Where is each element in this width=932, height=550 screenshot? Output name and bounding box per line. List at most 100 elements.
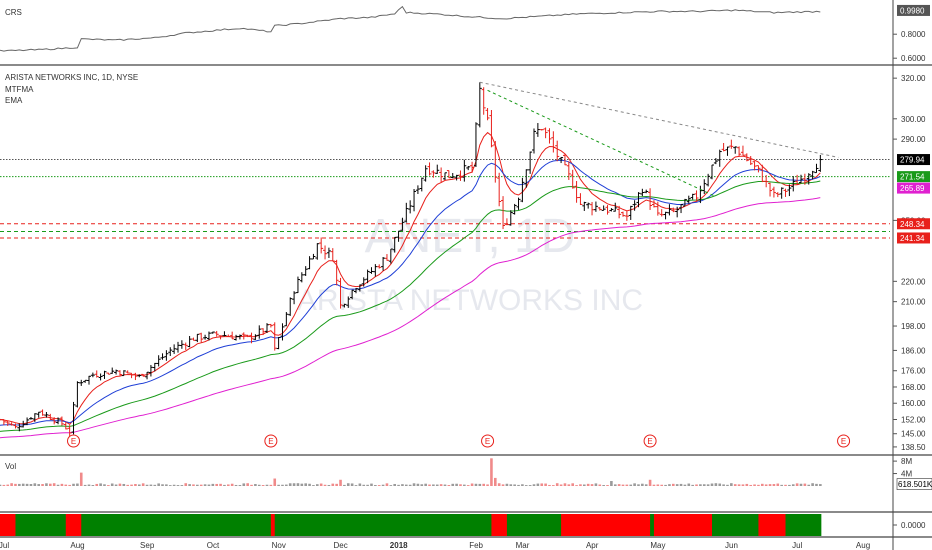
- price-bar: [802, 173, 807, 185]
- volume-bar: [536, 483, 540, 486]
- volume-bar: [571, 483, 574, 486]
- volume-bar: [521, 484, 524, 486]
- price-bar: [1, 419, 6, 426]
- volume-bar: [99, 483, 102, 486]
- price-bar: [787, 184, 792, 197]
- price-bar: [218, 335, 223, 340]
- price-bar: [268, 323, 273, 328]
- volume-bar: [803, 483, 807, 486]
- volume-bar: [699, 484, 702, 486]
- indicator-ema-label[interactable]: EMA: [5, 96, 23, 105]
- price-bar: [412, 188, 417, 212]
- price-bar: [199, 332, 204, 343]
- volume-bar: [428, 484, 431, 486]
- volume-bar: [664, 484, 667, 486]
- volume-bar: [261, 485, 265, 486]
- volume-bar: [555, 483, 559, 486]
- volume-bar: [439, 484, 443, 486]
- price-bar: [40, 409, 45, 416]
- volume-bar: [741, 484, 745, 486]
- price-bar: [713, 158, 718, 165]
- symbol-title[interactable]: ARISTA NETWORKS INC, 1D, NYSE: [5, 73, 138, 82]
- price-bar: [265, 323, 269, 333]
- price-bar: [408, 200, 413, 214]
- volume-bar: [285, 484, 288, 486]
- price-bar: [148, 364, 153, 377]
- volume-bar: [602, 484, 605, 486]
- trend-band-segment: [274, 514, 493, 536]
- volume-bar: [227, 484, 230, 486]
- price-bar: [183, 342, 188, 350]
- volume-bar: [459, 484, 462, 486]
- price-label-badge: 271.54: [900, 173, 925, 182]
- indicator-mtfma-label[interactable]: MTFMA: [5, 85, 34, 94]
- volume-bar: [401, 484, 404, 486]
- trend-band-segment: [785, 514, 822, 536]
- volume-bar: [559, 484, 563, 486]
- volume-bar: [613, 484, 617, 486]
- trend-band-segment: [650, 514, 655, 536]
- volume-bar: [153, 484, 157, 486]
- volume-bar: [316, 484, 319, 486]
- volume-bar: [250, 484, 253, 486]
- volume-bar: [21, 483, 25, 486]
- price-bar: [570, 169, 575, 189]
- volume-bar: [478, 483, 482, 486]
- price-bar: [319, 237, 324, 254]
- volume-bar: [563, 483, 567, 486]
- price-bar: [117, 370, 122, 376]
- price-bar: [245, 334, 250, 338]
- price-bar: [369, 267, 374, 274]
- price-bar: [547, 128, 552, 144]
- volume-bar: [107, 485, 110, 486]
- crs-current-badge: 0.9980: [900, 6, 925, 15]
- volume-bar: [494, 477, 497, 486]
- volume-bar: [370, 483, 373, 486]
- price-bar: [725, 146, 730, 156]
- price-bar: [404, 202, 409, 223]
- price-bar: [365, 269, 370, 284]
- trend-band-segment: [491, 514, 508, 536]
- volume-bar: [799, 483, 803, 486]
- price-bar: [292, 291, 297, 305]
- time-axis-label: May: [650, 541, 665, 550]
- price-label-badge: 265.89: [900, 184, 925, 193]
- price-label-badge-bg: [897, 171, 930, 183]
- volume-bar: [292, 483, 296, 486]
- volume-bar: [575, 485, 578, 486]
- volume-bar: [192, 484, 195, 486]
- volume-bar: [420, 484, 424, 486]
- volume-bar: [524, 485, 528, 486]
- volume-bar: [710, 483, 714, 486]
- time-axis-label: Dec: [334, 541, 348, 550]
- time-axis-label: Jul: [0, 541, 9, 550]
- volume-bar: [33, 483, 37, 486]
- price-bar: [303, 266, 308, 276]
- price-label-badge-bg: [897, 154, 930, 166]
- price-bar: [613, 202, 618, 212]
- price-bar: [396, 230, 401, 242]
- price-bar: [152, 362, 157, 372]
- price-bar: [415, 185, 420, 194]
- earnings-marker: [264, 434, 278, 448]
- price-bar: [226, 334, 231, 337]
- volume-bar: [60, 483, 64, 486]
- volume-bar: [362, 484, 366, 486]
- volume-bar: [606, 485, 609, 486]
- price-bar: [237, 334, 242, 340]
- volume-bar: [327, 484, 331, 486]
- price-bar: [419, 177, 424, 192]
- volume-bar: [532, 484, 536, 486]
- time-axis-label: Feb: [469, 541, 483, 550]
- volume-bar: [41, 484, 44, 486]
- volume-bar: [145, 484, 149, 486]
- price-bar: [462, 159, 467, 182]
- volume-bar: [300, 483, 304, 486]
- price-bar: [176, 341, 180, 353]
- price-bar: [466, 165, 471, 171]
- volume-bar: [114, 484, 118, 486]
- earnings-marker-label: E: [647, 437, 652, 446]
- volume-bar: [2, 484, 6, 486]
